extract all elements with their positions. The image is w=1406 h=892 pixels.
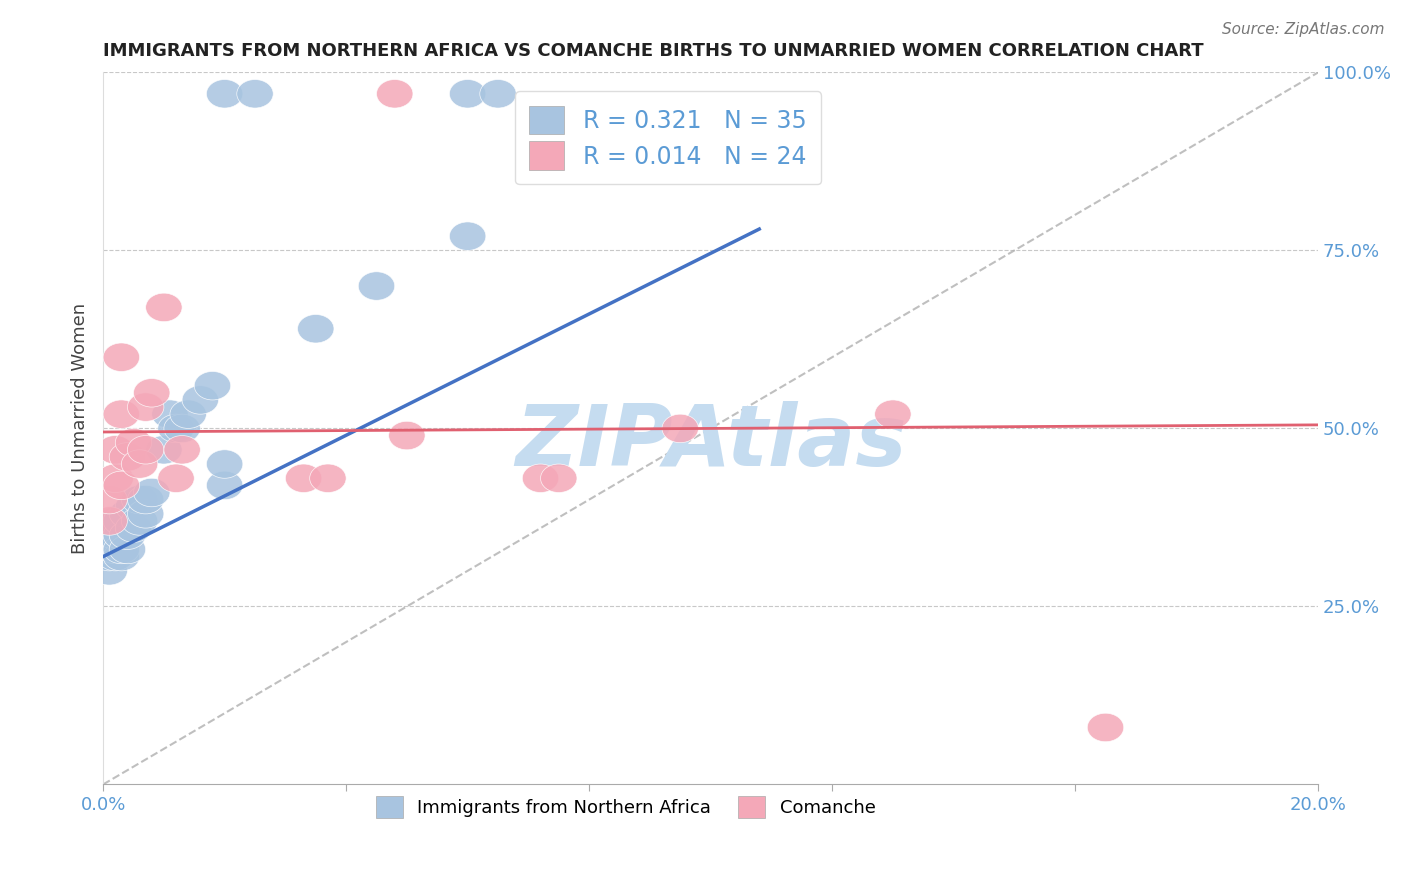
Ellipse shape xyxy=(875,400,911,428)
Ellipse shape xyxy=(103,521,139,549)
Ellipse shape xyxy=(157,414,194,442)
Y-axis label: Births to Unmarried Women: Births to Unmarried Women xyxy=(72,303,89,554)
Legend: Immigrants from Northern Africa, Comanche: Immigrants from Northern Africa, Comanch… xyxy=(368,789,883,825)
Text: IMMIGRANTS FROM NORTHERN AFRICA VS COMANCHE BIRTHS TO UNMARRIED WOMEN CORRELATIO: IMMIGRANTS FROM NORTHERN AFRICA VS COMAN… xyxy=(103,42,1204,60)
Ellipse shape xyxy=(115,514,152,542)
Ellipse shape xyxy=(103,542,139,571)
Ellipse shape xyxy=(121,450,157,478)
Ellipse shape xyxy=(115,428,152,457)
Ellipse shape xyxy=(103,400,139,428)
Ellipse shape xyxy=(110,442,146,471)
Ellipse shape xyxy=(91,514,128,542)
Ellipse shape xyxy=(377,79,413,108)
Ellipse shape xyxy=(97,464,134,492)
Ellipse shape xyxy=(450,222,486,251)
Ellipse shape xyxy=(97,435,134,464)
Ellipse shape xyxy=(152,400,188,428)
Ellipse shape xyxy=(97,535,134,564)
Text: ZIPAtlas: ZIPAtlas xyxy=(515,401,907,484)
Ellipse shape xyxy=(165,435,200,464)
Ellipse shape xyxy=(207,471,243,500)
Ellipse shape xyxy=(170,400,207,428)
Ellipse shape xyxy=(236,79,273,108)
Ellipse shape xyxy=(128,500,165,528)
Ellipse shape xyxy=(388,421,425,450)
Ellipse shape xyxy=(298,315,335,343)
Ellipse shape xyxy=(128,435,165,464)
Ellipse shape xyxy=(450,79,486,108)
Ellipse shape xyxy=(97,507,134,535)
Ellipse shape xyxy=(103,535,139,564)
Ellipse shape xyxy=(110,500,146,528)
Ellipse shape xyxy=(134,378,170,407)
Ellipse shape xyxy=(91,542,128,571)
Ellipse shape xyxy=(121,485,157,514)
Ellipse shape xyxy=(110,521,146,549)
Ellipse shape xyxy=(285,464,322,492)
Ellipse shape xyxy=(110,535,146,564)
Ellipse shape xyxy=(121,507,157,535)
Ellipse shape xyxy=(103,507,139,535)
Ellipse shape xyxy=(91,507,128,535)
Ellipse shape xyxy=(207,79,243,108)
Ellipse shape xyxy=(359,272,395,301)
Ellipse shape xyxy=(540,464,576,492)
Ellipse shape xyxy=(309,464,346,492)
Ellipse shape xyxy=(97,521,134,549)
Ellipse shape xyxy=(207,450,243,478)
Ellipse shape xyxy=(115,492,152,521)
Ellipse shape xyxy=(103,343,139,371)
Ellipse shape xyxy=(662,414,699,442)
Ellipse shape xyxy=(146,293,183,322)
Ellipse shape xyxy=(97,542,134,571)
Text: Source: ZipAtlas.com: Source: ZipAtlas.com xyxy=(1222,22,1385,37)
Ellipse shape xyxy=(1087,714,1123,742)
Ellipse shape xyxy=(479,79,516,108)
Ellipse shape xyxy=(165,414,200,442)
Ellipse shape xyxy=(91,521,128,549)
Ellipse shape xyxy=(91,485,128,514)
Ellipse shape xyxy=(183,385,218,414)
Ellipse shape xyxy=(128,485,165,514)
Ellipse shape xyxy=(91,557,128,585)
Ellipse shape xyxy=(103,471,139,500)
Ellipse shape xyxy=(157,464,194,492)
Ellipse shape xyxy=(194,371,231,400)
Ellipse shape xyxy=(522,464,558,492)
Ellipse shape xyxy=(134,478,170,507)
Ellipse shape xyxy=(128,392,165,421)
Ellipse shape xyxy=(91,535,128,564)
Ellipse shape xyxy=(146,435,183,464)
